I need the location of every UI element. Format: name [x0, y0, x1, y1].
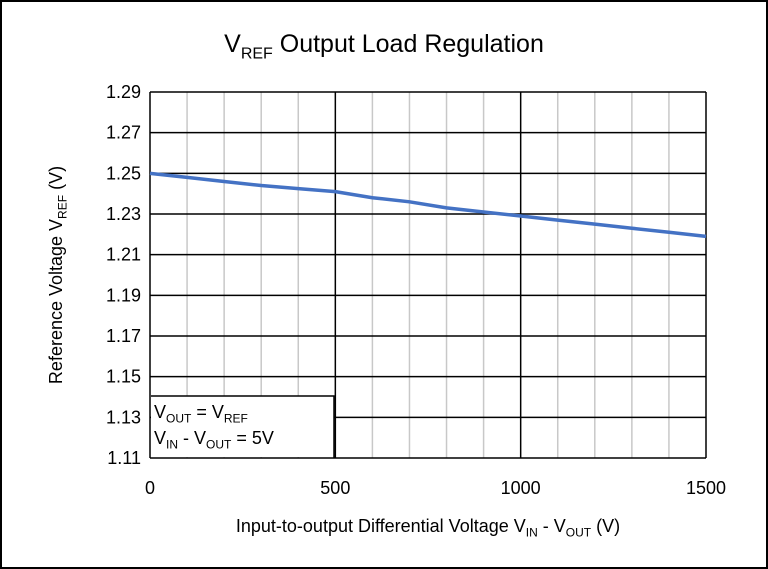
- y-tick-label: 1.19: [106, 285, 141, 305]
- chart-title: VREF Output Load Regulation: [224, 30, 544, 62]
- y-tick-label: 1.27: [106, 123, 141, 143]
- text-segment: REF: [56, 195, 70, 219]
- y-tick-label: 1.11: [107, 448, 141, 468]
- text-segment: = V: [191, 402, 224, 422]
- y-tick-label: 1.17: [106, 326, 141, 346]
- text-segment: - V: [178, 428, 206, 448]
- text-segment: OUT: [166, 412, 192, 426]
- text-segment: V: [154, 428, 166, 448]
- y-tick-label: 1.21: [106, 245, 141, 265]
- y-tick-label: 1.25: [106, 163, 141, 183]
- annotation-border: [151, 395, 335, 458]
- annotation: VIN - VOUT = 5V: [154, 428, 274, 452]
- x-tick-label: 0: [145, 478, 155, 498]
- text-segment: = 5V: [231, 428, 274, 448]
- text-segment: OUT: [206, 438, 232, 452]
- text-segment: V: [154, 402, 166, 422]
- y-tick-label: 1.23: [106, 204, 141, 224]
- annotation: VOUT = VREF: [154, 402, 248, 426]
- text-segment: IN: [526, 526, 538, 540]
- text-segment: Output Load Regulation: [273, 30, 544, 58]
- x-axis-label: Input-to-output Differential Voltage VIN…: [236, 516, 620, 540]
- text-segment: (V): [591, 516, 620, 536]
- text-segment: Reference Voltage V: [46, 219, 66, 384]
- x-tick-label: 1000: [501, 478, 541, 498]
- annotation-box: [151, 396, 334, 457]
- text-segment: OUT: [566, 526, 592, 540]
- y-tick-label: 1.15: [106, 367, 141, 387]
- x-tick-label: 500: [320, 478, 350, 498]
- x-tick-label: 1500: [686, 478, 726, 498]
- y-tick-label: 1.29: [106, 82, 141, 102]
- text-segment: Input-to-output Differential Voltage V: [236, 516, 526, 536]
- text-segment: REF: [241, 45, 273, 62]
- text-segment: IN: [166, 438, 178, 452]
- text-segment: - V: [538, 516, 566, 536]
- y-tick-label: 1.13: [106, 407, 141, 427]
- data-line: [149, 171, 707, 239]
- text-segment: (V): [46, 166, 66, 195]
- text-segment: V: [224, 30, 241, 58]
- text-segment: REF: [224, 412, 248, 426]
- y-axis-label: Reference Voltage VREF (V): [46, 166, 70, 384]
